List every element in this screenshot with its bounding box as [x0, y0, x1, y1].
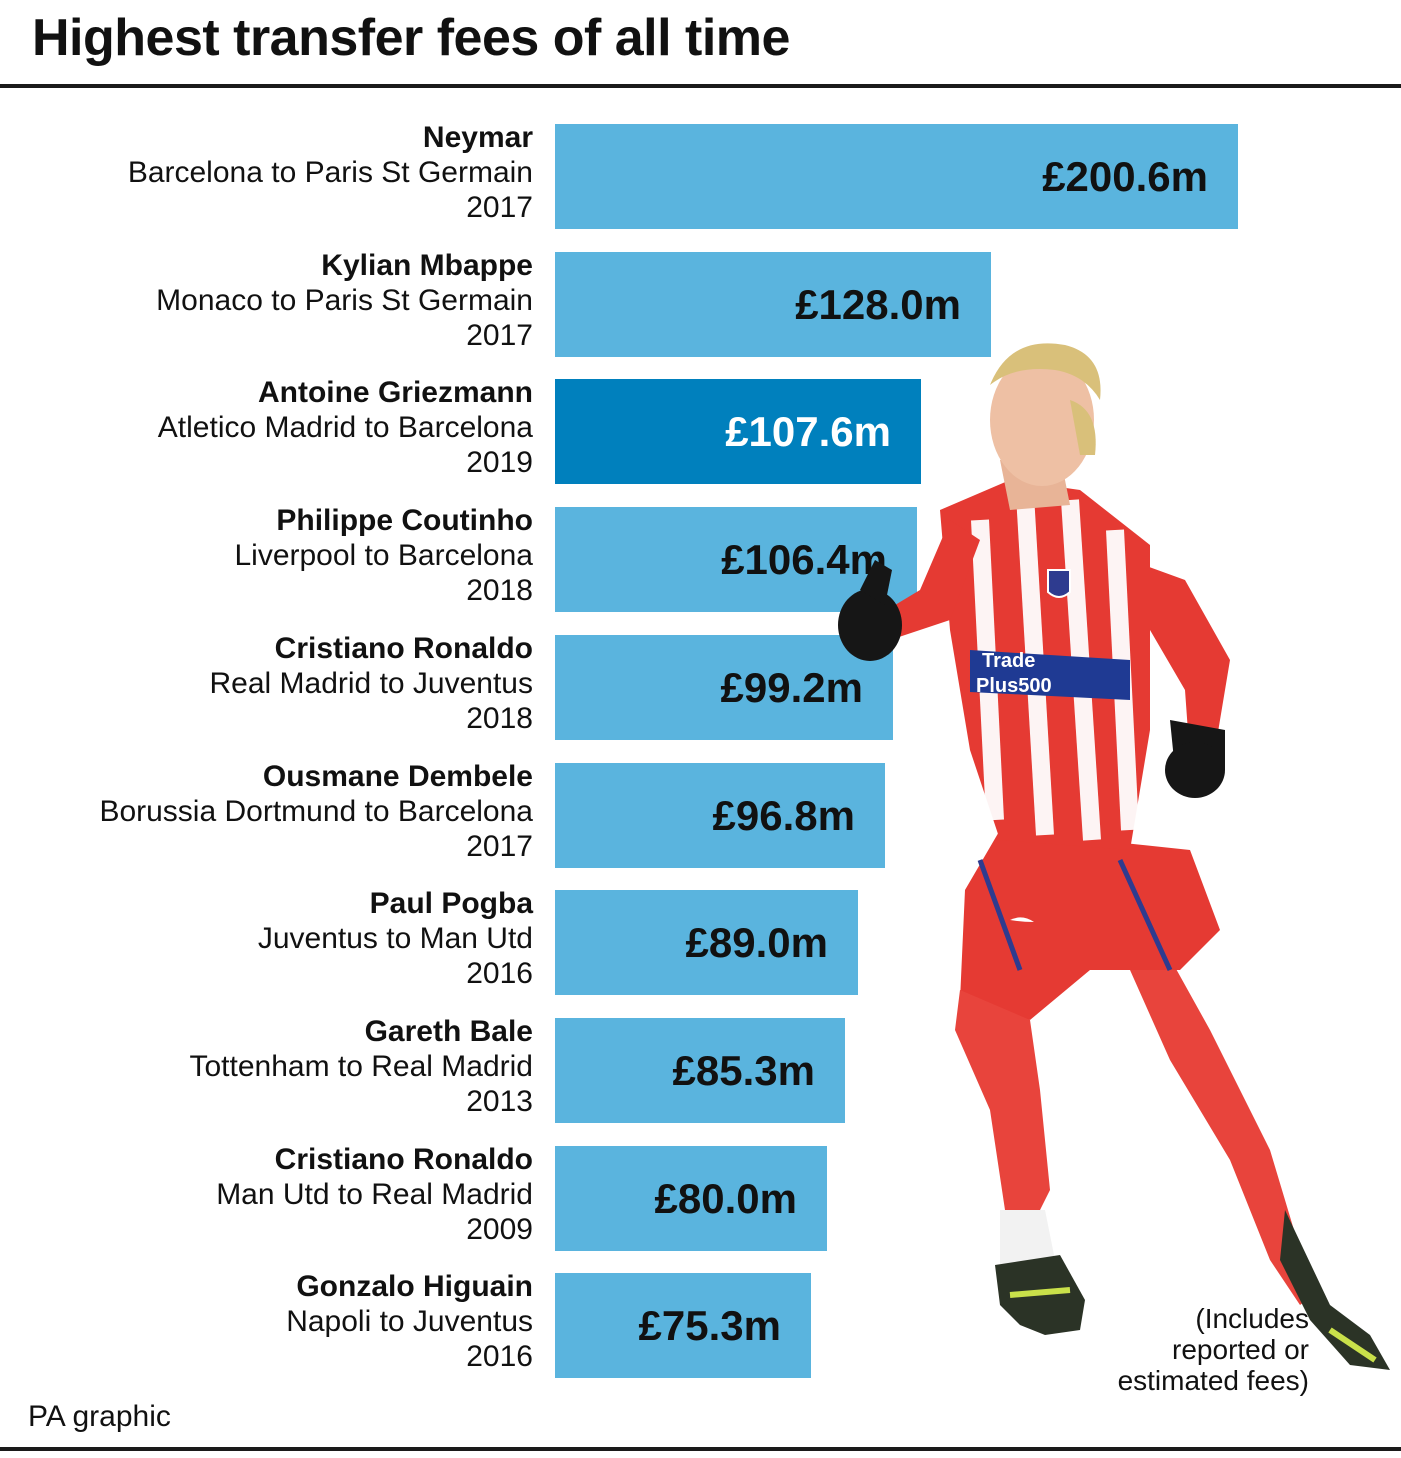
player-name: Neymar — [422, 121, 533, 154]
bar-value-label: £128.0m — [795, 281, 961, 328]
row-label: Paul Pogba Juventus to Man Utd 2016 — [258, 886, 533, 991]
player-name: Philippe Coutinho — [276, 504, 533, 537]
row-label: Cristiano Ronaldo Real Madrid to Juventus… — [210, 631, 534, 736]
player-year: 2016 — [466, 957, 533, 990]
player-year: 2009 — [466, 1213, 533, 1246]
player-year: 2019 — [466, 446, 533, 479]
bar: £128.0m — [555, 252, 991, 357]
svg-text:Plus500: Plus500 — [976, 675, 1052, 697]
row-label: Gonzalo Higuain Napoli to Juventus 2016 — [286, 1269, 533, 1374]
bar-value-label: £80.0m — [654, 1175, 797, 1222]
top-rule — [0, 84, 1401, 88]
bar-value-label: £107.6m — [725, 408, 891, 455]
svg-text:Trade: Trade — [982, 650, 1035, 672]
bar-value-label: £85.3m — [672, 1047, 815, 1094]
player-name: Kylian Mbappe — [321, 249, 533, 282]
footnote: (Includes reported or estimated fees) — [1118, 1303, 1309, 1396]
player-name: Paul Pogba — [369, 887, 533, 920]
player-route: Man Utd to Real Madrid — [216, 1178, 533, 1211]
bar: £200.6m — [555, 124, 1238, 229]
bar: £96.8m — [555, 763, 885, 868]
player-year: 2017 — [466, 830, 533, 863]
player-route: Borussia Dortmund to Barcelona — [99, 795, 533, 828]
player-year: 2016 — [466, 1340, 533, 1373]
bar: £107.6m — [555, 379, 921, 484]
player-route: Juventus to Man Utd — [257, 922, 533, 955]
player-name: Cristiano Ronaldo — [274, 1143, 533, 1176]
footnote-line: (Includes — [1195, 1303, 1309, 1334]
row-label: Neymar Barcelona to Paris St Germain 2017 — [128, 120, 533, 225]
bar-value-label: £200.6m — [1042, 153, 1208, 200]
bar-value-label: £96.8m — [712, 792, 855, 839]
player-route: Monaco to Paris St Germain — [156, 284, 533, 317]
player-year: 2017 — [466, 319, 533, 352]
row-label: Philippe Coutinho Liverpool to Barcelona 2… — [234, 503, 533, 608]
player-year: 2013 — [466, 1085, 533, 1118]
footnote-line: reported or — [1172, 1334, 1309, 1365]
player-name: Ousmane Dembele — [262, 760, 533, 793]
row-label: Ousmane Dembele Borussia Dortmund to Barc… — [99, 759, 533, 864]
bar-value-label: £89.0m — [685, 919, 828, 966]
player-year: 2018 — [466, 702, 533, 735]
bar: £75.3m — [555, 1273, 811, 1378]
bar-value-label: £99.2m — [720, 664, 863, 711]
player-name: Gareth Bale — [364, 1015, 533, 1048]
player-route: Tottenham to Real Madrid — [189, 1050, 533, 1083]
player-name: Cristiano Ronaldo — [274, 632, 533, 665]
bar: £85.3m — [555, 1018, 845, 1123]
bar-value-label: £106.4m — [721, 536, 887, 583]
row-label: Gareth Bale Tottenham to Real Madrid 2013 — [189, 1014, 533, 1119]
source-credit: PA graphic — [28, 1400, 171, 1433]
row-label: Antoine Griezmann Atletico Madrid to Barc… — [158, 375, 533, 480]
player-route: Liverpool to Barcelona — [234, 539, 533, 572]
player-name: Antoine Griezmann — [257, 376, 533, 409]
bar: £80.0m — [555, 1146, 827, 1251]
player-year: 2018 — [466, 574, 533, 607]
bar: £99.2m — [555, 635, 893, 740]
bar: £89.0m — [555, 890, 858, 995]
chart-title: Highest transfer fees of all time — [32, 9, 790, 67]
player-route: Napoli to Juventus — [286, 1305, 533, 1338]
player-year: 2017 — [466, 191, 533, 224]
player-name: Gonzalo Higuain — [296, 1270, 533, 1303]
player-route: Real Madrid to Juventus — [209, 667, 534, 700]
row-label: Cristiano Ronaldo Man Utd to Real Madrid 2… — [216, 1142, 533, 1247]
bottom-rule — [0, 1447, 1401, 1451]
bar-value-label: £75.3m — [638, 1302, 781, 1349]
player-route: Atletico Madrid to Barcelona — [157, 411, 533, 444]
player-route: Barcelona to Paris St Germain — [127, 156, 533, 189]
row-label: Kylian Mbappe Monaco to Paris St Germain 2… — [156, 248, 533, 353]
player-photo: Trade Plus500 — [838, 343, 1390, 1370]
footnote-line: estimated fees) — [1117, 1365, 1309, 1396]
